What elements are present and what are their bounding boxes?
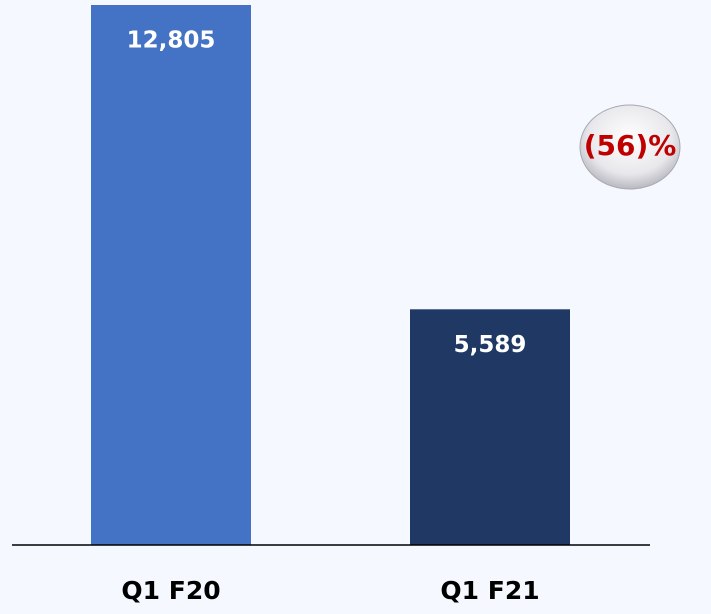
value-label: 5,589 [454,332,527,358]
x-tick-label: Q1 F20 [121,576,220,605]
value-label: 12,805 [127,28,216,54]
annotation: (56)% [584,129,677,162]
bar [410,309,570,545]
annotation-bubble [579,104,681,190]
bar [91,5,251,545]
x-tick-label: Q1 F21 [440,576,539,605]
